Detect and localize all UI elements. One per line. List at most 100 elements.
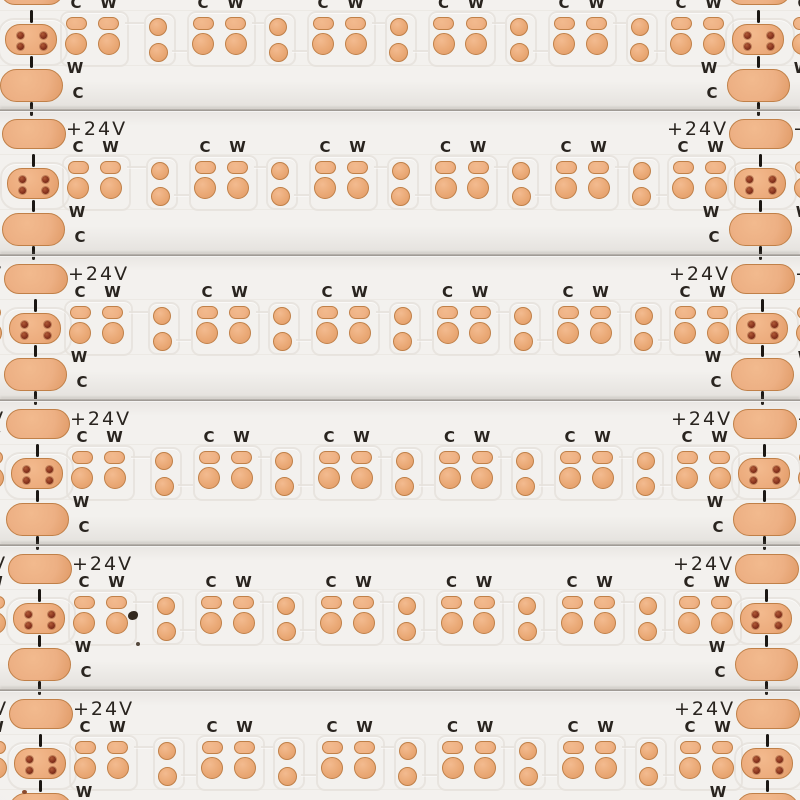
pad-pill-warm xyxy=(354,741,375,754)
cut-mark-dash xyxy=(758,246,762,260)
label-warm-end: W xyxy=(700,59,718,77)
pad-circle-cool xyxy=(71,467,93,489)
pad-circle-warm xyxy=(99,177,122,199)
pad-circle-cool xyxy=(67,177,89,199)
emboss-connector xyxy=(130,456,150,458)
wire-solder-pad xyxy=(14,748,66,779)
label-cool-top: C xyxy=(325,573,337,591)
emboss-connector xyxy=(621,746,635,748)
led-chip-pad-top xyxy=(518,597,536,615)
emboss-connector xyxy=(180,629,195,631)
photo-speck xyxy=(128,611,138,620)
label-cool-top: C xyxy=(197,0,209,12)
label-warm-top: W xyxy=(0,430,1,445)
wire-hole xyxy=(748,320,755,328)
label-warm-top: W xyxy=(705,0,722,12)
pad-circle-cool xyxy=(559,467,581,489)
led-chip-pad-bottom xyxy=(509,43,529,62)
pad-pill-warm xyxy=(707,306,728,319)
label-warm-top: W xyxy=(469,138,487,156)
pad-circle-warm xyxy=(474,757,496,779)
pad-pill-warm xyxy=(467,161,489,174)
wire-hole xyxy=(750,465,757,473)
led-chip-pad-top xyxy=(639,742,658,760)
wire-hole xyxy=(773,465,780,473)
emboss-connector xyxy=(296,339,311,341)
emboss-trace xyxy=(272,592,304,645)
led-chip-pad-bottom xyxy=(398,767,417,786)
emboss-trace xyxy=(627,157,660,210)
label-warm-end: W xyxy=(72,493,90,511)
pad-pill-warm xyxy=(588,161,609,174)
pad-pill-warm xyxy=(229,306,250,319)
cut-mark-dash xyxy=(31,154,35,167)
emboss-trace xyxy=(270,447,302,500)
cut-mark-dash xyxy=(33,299,37,312)
label-warm-top: W xyxy=(351,283,368,301)
pad-circle-cool xyxy=(194,177,216,199)
pad-circle-warm xyxy=(105,612,128,634)
end-pad-oval xyxy=(0,69,63,102)
cut-mark-dash xyxy=(760,345,764,357)
emboss-trace xyxy=(150,447,182,500)
led-chip-pad-bottom xyxy=(511,187,531,206)
emboss-trace xyxy=(189,155,258,211)
label-cool-top: C xyxy=(439,138,452,156)
emboss-connector xyxy=(292,50,307,52)
emboss-connector xyxy=(257,456,270,458)
label-warm-top: W xyxy=(588,0,605,12)
pad-circle-warm xyxy=(353,757,376,779)
emboss-connector xyxy=(181,774,196,776)
pad-pill-warm xyxy=(594,596,615,609)
led-chip-pad-bottom xyxy=(632,187,651,206)
wire-hole xyxy=(49,755,56,763)
pad-circle-warm xyxy=(704,177,727,199)
pad-circle-warm xyxy=(591,467,614,489)
pad-pill-cool xyxy=(194,161,216,174)
label-warm-top: W xyxy=(590,138,607,156)
emboss-connector xyxy=(420,629,436,631)
emboss-trace xyxy=(144,13,176,66)
label-cool-end: C xyxy=(72,84,84,102)
cut-mark-dash xyxy=(33,345,37,357)
led-chip-pad-top xyxy=(278,742,296,760)
label-24v: +24V xyxy=(68,263,130,285)
emboss-trace xyxy=(66,445,135,501)
label-cool-top: C xyxy=(797,0,800,11)
emboss-connector xyxy=(620,601,634,603)
cut-mark-dash xyxy=(758,200,762,212)
cut-mark-dash xyxy=(37,635,41,647)
pad-circle-warm xyxy=(230,467,253,489)
wire-hole xyxy=(49,766,56,774)
pad-circle-warm xyxy=(465,33,487,55)
label-24v: +24V xyxy=(0,410,5,429)
wire-solder-pad xyxy=(732,24,784,55)
led-chip-pad-top xyxy=(638,597,657,615)
wire-hole xyxy=(46,465,53,473)
cut-mark-dash xyxy=(37,681,41,695)
pad-circle-warm xyxy=(346,177,369,199)
pad-pill-warm xyxy=(351,451,372,464)
emboss-connector xyxy=(172,50,187,52)
pad-pill-warm xyxy=(592,451,613,464)
pad-pill-cool xyxy=(442,741,463,754)
pad-pill-cool xyxy=(433,17,454,30)
label-warm-top: W xyxy=(231,283,248,301)
wire-hole xyxy=(752,610,759,618)
pad-circle-warm xyxy=(103,467,126,489)
emboss-trace xyxy=(307,11,376,67)
emboss-trace xyxy=(62,155,131,211)
wire-hole xyxy=(17,42,24,50)
cut-mark-dash xyxy=(35,490,39,502)
emboss-trace xyxy=(388,302,421,355)
led-chip-pad-top xyxy=(510,18,528,36)
pad-pill-cool xyxy=(439,451,460,464)
pad-circle-cool xyxy=(314,177,336,199)
wire-hole xyxy=(767,42,774,50)
emboss-connector xyxy=(294,194,309,196)
led-chip-pad-bottom xyxy=(638,622,657,641)
pad-circle-cool xyxy=(674,322,696,344)
led-chip-pad-top xyxy=(636,452,655,470)
emboss-connector xyxy=(535,194,550,196)
pad-pill-warm xyxy=(345,17,366,30)
